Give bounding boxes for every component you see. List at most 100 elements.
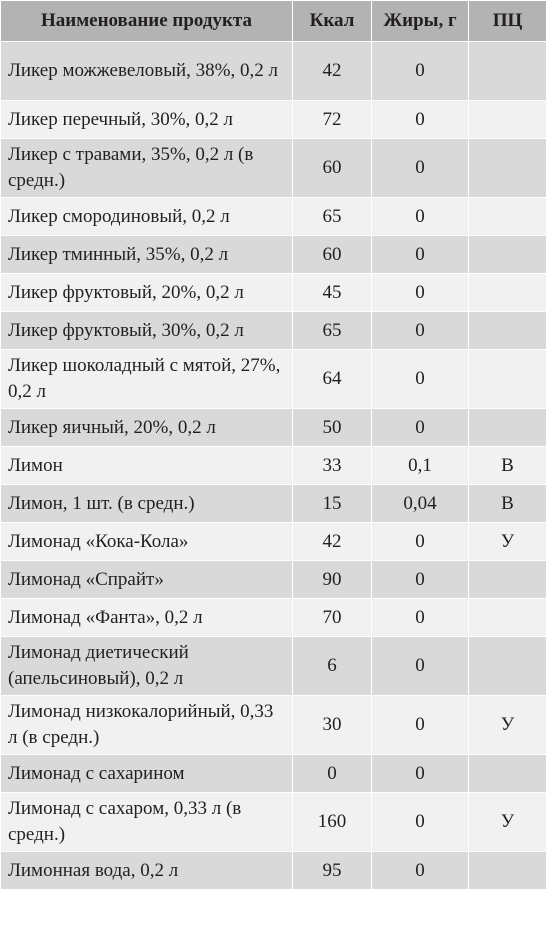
pc-cell [468, 636, 546, 696]
pc-cell [468, 273, 546, 312]
fat-cell: 0,04 [371, 484, 469, 523]
pc-cell [468, 138, 546, 198]
kcal-cell: 90 [292, 560, 372, 599]
kcal-cell: 0 [292, 754, 372, 793]
table-row: Лимонад с сахарином 0 0 [0, 754, 546, 793]
product-name-cell: Ликер смородиновый, 0,2 л [0, 197, 293, 236]
table-row: Лимонад низкокалорийный, 0,33 л (в средн… [0, 695, 546, 755]
fat-cell: 0 [371, 235, 469, 274]
product-name-cell: Лимонад «Спрайт» [0, 560, 293, 599]
product-name-cell: Ликер тминный, 35%, 0,2 л [0, 235, 293, 274]
product-name-cell: Ликер перечный, 30%, 0,2 л [0, 100, 293, 139]
kcal-cell: 30 [292, 695, 372, 755]
header-row: Наименование продукта Ккал Жиры, г ПЦ [0, 0, 546, 42]
pc-cell [468, 100, 546, 139]
product-name-cell: Ликер шоколадный с мятой, 27%, 0,2 л [0, 349, 293, 409]
table-row: Ликер перечный, 30%, 0,2 л 72 0 [0, 100, 546, 139]
table-row: Ликер фруктовый, 30%, 0,2 л 65 0 [0, 311, 546, 350]
table-body: Ликер можжевеловый, 38%, 0,2 л 42 0 Ликер п… [0, 41, 546, 890]
pc-cell [468, 754, 546, 793]
fat-cell: 0 [371, 522, 469, 561]
product-name-cell: Лимонад низкокалорийный, 0,33 л (в средн… [0, 695, 293, 755]
kcal-cell: 42 [292, 41, 372, 101]
product-name-cell: Лимонад «Кока-Кола» [0, 522, 293, 561]
pc-cell: В [468, 484, 546, 523]
product-name-cell: Ликер с травами, 35%, 0,2 л (в средн.) [0, 138, 293, 198]
fat-cell: 0 [371, 560, 469, 599]
header-pc: ПЦ [468, 0, 546, 42]
nutrition-table: Наименование продукта Ккал Жиры, г ПЦ Ли… [0, 0, 546, 890]
product-name-cell: Лимон [0, 446, 293, 485]
product-name-cell: Лимонад «Фанта», 0,2 л [0, 598, 293, 637]
kcal-cell: 72 [292, 100, 372, 139]
fat-cell: 0 [371, 138, 469, 198]
header-fat: Жиры, г [371, 0, 469, 42]
product-name-cell: Ликер яичный, 20%, 0,2 л [0, 408, 293, 447]
kcal-cell: 6 [292, 636, 372, 696]
fat-cell: 0 [371, 851, 469, 890]
fat-cell: 0 [371, 41, 469, 101]
table-row: Ликер с травами, 35%, 0,2 л (в средн.) 60… [0, 138, 546, 198]
table-row: Лимон 33 0,1 В [0, 446, 546, 485]
product-name-cell: Лимонад с сахаром, 0,33 л (в средн.) [0, 792, 293, 852]
fat-cell: 0 [371, 754, 469, 793]
table-row: Ликер фруктовый, 20%, 0,2 л 45 0 [0, 273, 546, 312]
kcal-cell: 65 [292, 311, 372, 350]
fat-cell: 0 [371, 636, 469, 696]
fat-cell: 0 [371, 792, 469, 852]
table-row: Ликер шоколадный с мятой, 27%, 0,2 л 64 0 [0, 349, 546, 409]
table-row: Лимонад с сахаром, 0,33 л (в средн.) 160 0… [0, 792, 546, 852]
table-row: Лимонад «Спрайт» 90 0 [0, 560, 546, 599]
pc-cell: В [468, 446, 546, 485]
header-kcal: Ккал [292, 0, 372, 42]
fat-cell: 0 [371, 598, 469, 637]
table-row: Лимонад «Кока-Кола» 42 0 У [0, 522, 546, 561]
product-name-cell: Лимонад диетический (апельсиновый), 0,2 … [0, 636, 293, 696]
table-row: Ликер смородиновый, 0,2 л 65 0 [0, 197, 546, 236]
fat-cell: 0 [371, 100, 469, 139]
pc-cell: У [468, 792, 546, 852]
pc-cell [468, 235, 546, 274]
fat-cell: 0,1 [371, 446, 469, 485]
fat-cell: 0 [371, 695, 469, 755]
kcal-cell: 15 [292, 484, 372, 523]
fat-cell: 0 [371, 349, 469, 409]
pc-cell [468, 408, 546, 447]
pc-cell [468, 349, 546, 409]
table-row: Лимонад диетический (апельсиновый), 0,2 … [0, 636, 546, 696]
table-row: Ликер тминный, 35%, 0,2 л 60 0 [0, 235, 546, 274]
table-row: Лимонная вода, 0,2 л 95 0 [0, 851, 546, 890]
kcal-cell: 60 [292, 138, 372, 198]
kcal-cell: 65 [292, 197, 372, 236]
product-name-cell: Лимонная вода, 0,2 л [0, 851, 293, 890]
kcal-cell: 70 [292, 598, 372, 637]
pc-cell: У [468, 522, 546, 561]
fat-cell: 0 [371, 311, 469, 350]
table-row: Лимон, 1 шт. (в средн.) 15 0,04 В [0, 484, 546, 523]
pc-cell [468, 851, 546, 890]
pc-cell [468, 311, 546, 350]
pc-cell [468, 197, 546, 236]
pc-cell [468, 41, 546, 101]
table-header: Наименование продукта Ккал Жиры, г ПЦ [0, 0, 546, 42]
product-name-cell: Лимон, 1 шт. (в средн.) [0, 484, 293, 523]
fat-cell: 0 [371, 273, 469, 312]
kcal-cell: 60 [292, 235, 372, 274]
product-name-cell: Лимонад с сахарином [0, 754, 293, 793]
kcal-cell: 42 [292, 522, 372, 561]
fat-cell: 0 [371, 408, 469, 447]
header-product-name: Наименование продукта [0, 0, 293, 42]
product-name-cell: Ликер фруктовый, 20%, 0,2 л [0, 273, 293, 312]
kcal-cell: 95 [292, 851, 372, 890]
kcal-cell: 50 [292, 408, 372, 447]
pc-cell [468, 598, 546, 637]
fat-cell: 0 [371, 197, 469, 236]
pc-cell [468, 560, 546, 599]
kcal-cell: 64 [292, 349, 372, 409]
kcal-cell: 160 [292, 792, 372, 852]
table-row: Лимонад «Фанта», 0,2 л 70 0 [0, 598, 546, 637]
table-row: Ликер яичный, 20%, 0,2 л 50 0 [0, 408, 546, 447]
pc-cell: У [468, 695, 546, 755]
table-row: Ликер можжевеловый, 38%, 0,2 л 42 0 [0, 41, 546, 101]
product-name-cell: Ликер фруктовый, 30%, 0,2 л [0, 311, 293, 350]
